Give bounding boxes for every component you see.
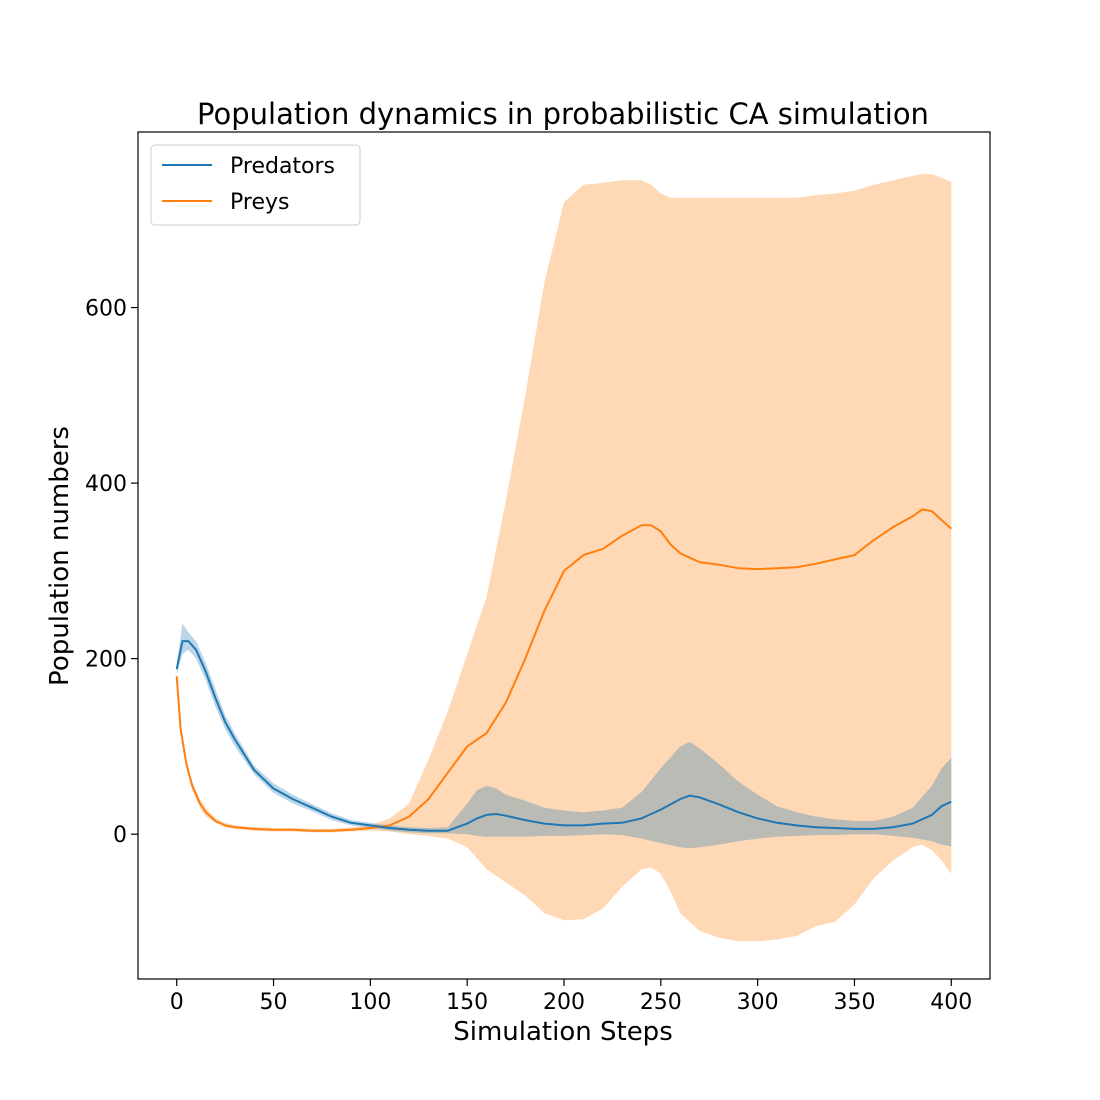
legend-label-predators: Predators <box>230 154 335 179</box>
y-tick-label: 0 <box>113 823 127 848</box>
x-tick-label: 250 <box>640 990 682 1015</box>
x-tick-label: 100 <box>349 990 391 1015</box>
x-axis-ticks: 0 50 100 150 200 250 300 350 400 <box>170 979 972 1015</box>
line-preys <box>175 508 952 832</box>
x-axis-label: Simulation Steps <box>453 1017 673 1047</box>
y-tick-label: 400 <box>85 472 127 497</box>
y-tick-label: 200 <box>85 648 127 673</box>
x-tick-label: 400 <box>930 990 972 1015</box>
legend: Predators Preys <box>150 144 361 226</box>
legend-label-preys: Preys <box>230 190 289 215</box>
x-tick-label: 50 <box>260 990 288 1015</box>
band-predators <box>176 623 952 849</box>
chart-title: Population dynamics in probabilistic CA … <box>197 97 929 131</box>
band-preys <box>176 174 952 942</box>
y-tick-label: 600 <box>85 297 127 322</box>
y-axis-ticks: 0 200 400 600 <box>85 297 138 848</box>
series-lines <box>175 508 952 832</box>
x-tick-label: 300 <box>737 990 779 1015</box>
x-tick-label: 0 <box>170 990 184 1015</box>
x-tick-label: 200 <box>543 990 585 1015</box>
x-tick-label: 150 <box>446 990 488 1015</box>
confidence-bands <box>176 174 952 942</box>
y-axis-label: Population numbers <box>45 426 75 686</box>
line-predators <box>175 640 952 832</box>
x-tick-label: 350 <box>833 990 875 1015</box>
